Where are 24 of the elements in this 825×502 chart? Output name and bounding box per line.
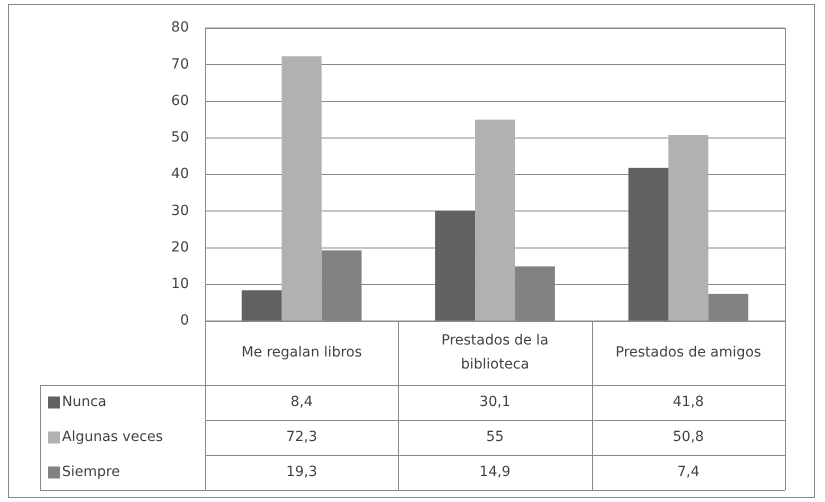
y-tick-label: 80 <box>171 20 189 36</box>
x-tick-label: Me regalan libros <box>241 344 362 361</box>
x-tick-label: Prestados de la biblioteca <box>441 332 549 373</box>
data-label: 14,9 <box>479 464 511 480</box>
legend-label: Nunca <box>62 394 106 410</box>
data-label: 41,8 <box>672 394 704 410</box>
legend-label: Siempre <box>62 464 120 480</box>
y-tick-label: 70 <box>171 56 189 72</box>
data-label: 50,8 <box>672 429 704 446</box>
y-tick-label: 10 <box>171 276 189 292</box>
data-label: 72,3 <box>286 429 318 446</box>
y-tick-label: 60 <box>171 92 189 109</box>
y-tick-label: 0 <box>180 312 189 329</box>
data-label: 30,1 <box>479 394 511 410</box>
data-label: 8,4 <box>290 394 313 410</box>
y-tick-label: 40 <box>171 166 189 182</box>
y-tick-label: 20 <box>171 239 189 256</box>
x-tick-label: Prestados de amigos <box>616 344 762 361</box>
data-label: 19,3 <box>286 464 318 480</box>
data-label: 7,4 <box>677 464 700 480</box>
data-label: 55 <box>486 429 504 446</box>
y-tick-label: 50 <box>171 130 189 146</box>
legend-label: Algunas veces <box>62 429 163 446</box>
y-tick-label: 30 <box>171 202 189 219</box>
